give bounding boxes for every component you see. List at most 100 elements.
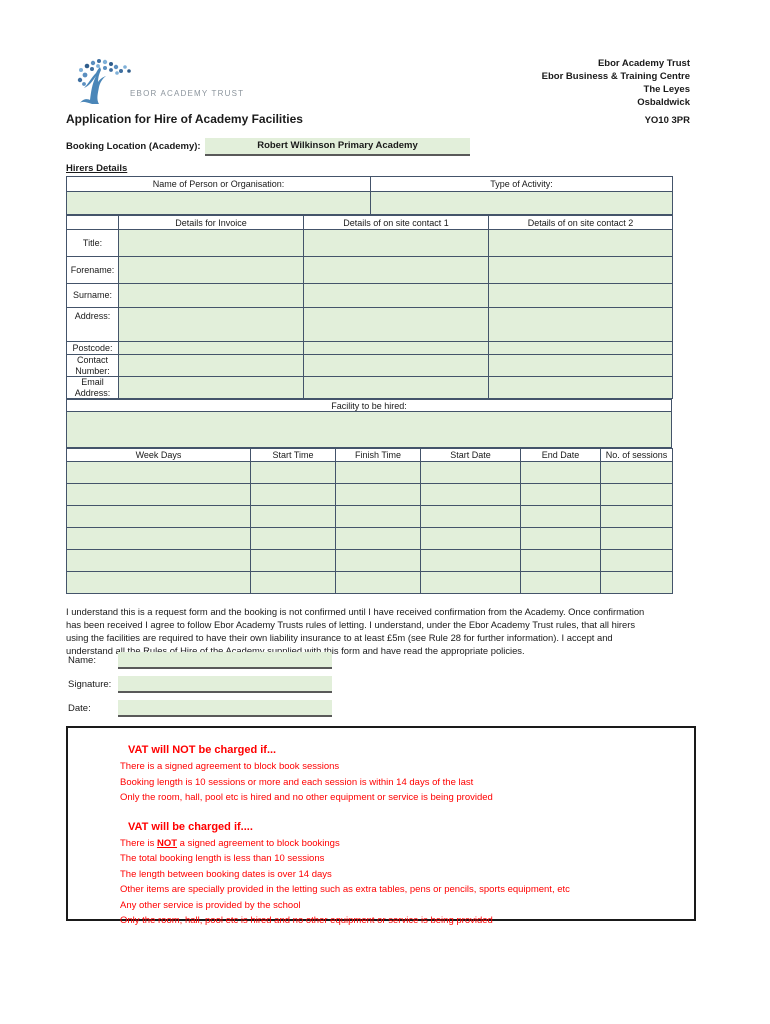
contactnum-contact2-field[interactable] bbox=[488, 354, 673, 377]
address-invoice-field[interactable] bbox=[118, 307, 304, 342]
surname-invoice-field[interactable] bbox=[118, 283, 304, 308]
col-header-sessions: No. of sessions bbox=[600, 448, 673, 462]
activity-header: Type of Activity: bbox=[370, 176, 673, 192]
schedule-cell[interactable] bbox=[520, 549, 601, 572]
schedule-cell[interactable] bbox=[335, 571, 421, 594]
page-title: Application for Hire of Academy Faciliti… bbox=[66, 112, 303, 126]
ebor-tree-icon bbox=[77, 59, 131, 104]
schedule-cell[interactable] bbox=[520, 483, 601, 506]
vat-charged-heading: VAT will be charged if.... bbox=[128, 820, 253, 833]
schedule-cell[interactable] bbox=[66, 483, 251, 506]
signature-field[interactable] bbox=[118, 676, 332, 693]
col-header-week-days: Week Days bbox=[66, 448, 251, 462]
name-org-header: Name of Person or Organisation: bbox=[66, 176, 371, 192]
vat-not-charged-heading: VAT will NOT be charged if... bbox=[128, 744, 277, 756]
forename-invoice-field[interactable] bbox=[118, 256, 304, 284]
email-contact1-field[interactable] bbox=[303, 376, 489, 399]
booking-location-field[interactable]: Robert Wilkinson Primary Academy bbox=[205, 138, 470, 156]
schedule-cell[interactable] bbox=[600, 505, 673, 528]
schedule-cell[interactable] bbox=[520, 527, 601, 550]
postcode-invoice-field[interactable] bbox=[118, 341, 304, 355]
schedule-cell[interactable] bbox=[250, 571, 336, 594]
ebor-logo: EBOR ACADEMY TRUST bbox=[72, 58, 244, 108]
declaration-text: I understand this is a request form and … bbox=[66, 606, 645, 656]
vat-charged-item: Only the room, hall, pool etc is hired a… bbox=[120, 915, 493, 926]
forename-contact1-field[interactable] bbox=[303, 256, 489, 284]
row-label-postcode: Postcode: bbox=[66, 341, 119, 355]
col-header-contact1: Details of on site contact 1 bbox=[303, 215, 489, 230]
surname-contact1-field[interactable] bbox=[303, 283, 489, 308]
schedule-cell[interactable] bbox=[520, 505, 601, 528]
address-contact1-field[interactable] bbox=[303, 307, 489, 342]
schedule-cell[interactable] bbox=[66, 549, 251, 572]
col-header-end-date: End Date bbox=[520, 448, 601, 462]
row-label-email: Email Address: bbox=[66, 376, 119, 399]
schedule-cell[interactable] bbox=[335, 505, 421, 528]
schedule-cell[interactable] bbox=[600, 461, 673, 484]
vat-charged-item: The total booking length is less than 10… bbox=[120, 853, 325, 864]
vat-not-charged-item: Only the room, hall, pool etc is hired a… bbox=[120, 792, 493, 803]
schedule-cell[interactable] bbox=[66, 461, 251, 484]
name-field[interactable] bbox=[118, 652, 332, 669]
forename-contact2-field[interactable] bbox=[488, 256, 673, 284]
schedule-cell[interactable] bbox=[250, 549, 336, 572]
contactnum-contact1-field[interactable] bbox=[303, 354, 489, 377]
hirers-details-heading: Hirers Details bbox=[66, 163, 128, 174]
schedule-cell[interactable] bbox=[420, 461, 521, 484]
schedule-cell[interactable] bbox=[335, 549, 421, 572]
schedule-cell[interactable] bbox=[250, 527, 336, 550]
row-label-title: Title: bbox=[66, 229, 119, 257]
signature-label: Signature: bbox=[68, 679, 112, 690]
schedule-cell[interactable] bbox=[66, 527, 251, 550]
schedule-cell[interactable] bbox=[600, 527, 673, 550]
schedule-cell[interactable] bbox=[335, 461, 421, 484]
schedule-cell[interactable] bbox=[420, 571, 521, 594]
schedule-cell[interactable] bbox=[250, 461, 336, 484]
email-invoice-field[interactable] bbox=[118, 376, 304, 399]
schedule-cell[interactable] bbox=[66, 505, 251, 528]
postcode-contact1-field[interactable] bbox=[303, 341, 489, 355]
schedule-cell[interactable] bbox=[420, 483, 521, 506]
vat-not-charged-item: Booking length is 10 sessions or more an… bbox=[120, 776, 474, 788]
schedule-cell[interactable] bbox=[600, 483, 673, 506]
address-contact2-field[interactable] bbox=[488, 307, 673, 342]
email-contact2-field[interactable] bbox=[488, 376, 673, 399]
schedule-cell[interactable] bbox=[600, 571, 673, 594]
name-org-field[interactable] bbox=[66, 191, 371, 215]
schedule-cell[interactable] bbox=[250, 505, 336, 528]
booking-location-label: Booking Location (Academy): bbox=[66, 141, 201, 152]
schedule-cell[interactable] bbox=[420, 527, 521, 550]
title-contact1-field[interactable] bbox=[303, 229, 489, 257]
schedule-row bbox=[66, 461, 673, 484]
schedule-cell[interactable] bbox=[420, 549, 521, 572]
postcode-contact2-field[interactable] bbox=[488, 341, 673, 355]
name-label: Name: bbox=[68, 655, 96, 666]
schedule-cell[interactable] bbox=[335, 483, 421, 506]
contactnum-invoice-field[interactable] bbox=[118, 354, 304, 377]
ebor-logo-text: EBOR ACADEMY TRUST bbox=[130, 89, 245, 98]
surname-contact2-field[interactable] bbox=[488, 283, 673, 308]
schedule-cell[interactable] bbox=[250, 483, 336, 506]
schedule-cell[interactable] bbox=[520, 461, 601, 484]
schedule-row bbox=[66, 571, 673, 594]
col-header-start-time: Start Time bbox=[250, 448, 336, 462]
schedule-cell[interactable] bbox=[520, 571, 601, 594]
vat-spacer bbox=[120, 806, 684, 821]
date-label: Date: bbox=[68, 703, 91, 714]
title-contact2-field[interactable] bbox=[488, 229, 673, 257]
address-line-postcode: YO10 3PR bbox=[644, 115, 690, 126]
schedule-cell[interactable] bbox=[600, 549, 673, 572]
schedule-row bbox=[66, 505, 673, 528]
vat-charged-item: There is NOT a signed agreement to block… bbox=[120, 837, 340, 849]
contact-details-table: Details for Invoice Details of on site c… bbox=[66, 215, 673, 399]
schedule-cell[interactable] bbox=[335, 527, 421, 550]
schedule-cell[interactable] bbox=[66, 571, 251, 594]
title-invoice-field[interactable] bbox=[118, 229, 304, 257]
activity-field[interactable] bbox=[370, 191, 673, 215]
schedule-cell[interactable] bbox=[420, 505, 521, 528]
date-field[interactable] bbox=[118, 700, 332, 717]
vat-not-charged-item: There is a signed agreement to block boo… bbox=[120, 761, 340, 772]
facility-field[interactable] bbox=[66, 411, 672, 448]
trust-address-block: Ebor Academy Trust Ebor Business & Train… bbox=[542, 57, 690, 127]
address-line: The Leyes bbox=[643, 84, 690, 95]
